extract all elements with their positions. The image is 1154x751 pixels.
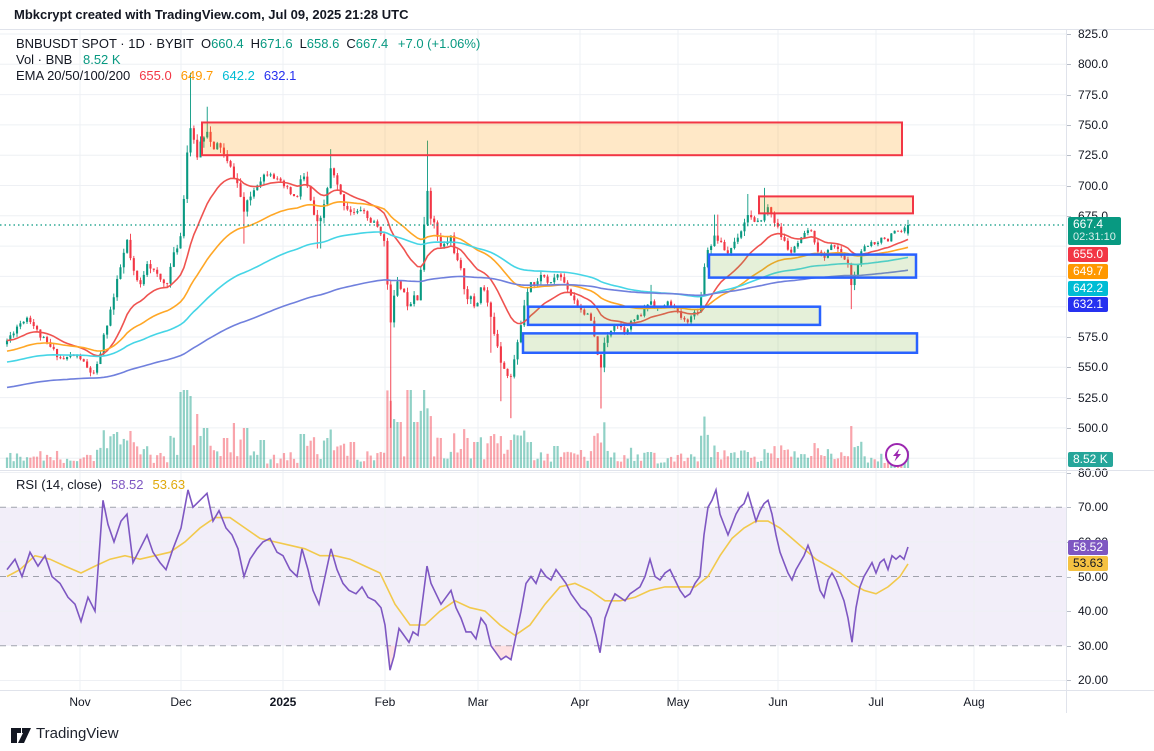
axis-tick-label: 40.00 [1078,604,1109,619]
symbol-title: BNBUSDT SPOT · 1D · BYBIT [16,36,194,51]
axis-vline [1066,30,1067,713]
demand-zone-585-600 [526,305,822,327]
time-axis-label-apr: Apr [570,695,590,709]
price-axis[interactable]: 825.0 800.0 775.0 750.0 725.0 700.0 675.0 575.0… [1066,27,1154,713]
ema-200-line [6,269,909,389]
axis-tick-label: 500.0 [1078,420,1109,435]
rsi-line [6,486,909,671]
axis-price-badge: 649.7 [1068,264,1109,279]
axis-price-badge: 8.52 K [1068,452,1113,467]
volume-label: Vol · BNB [16,52,73,67]
axis-tick-label: 750.0 [1078,117,1109,132]
axis-tick-label: 775.0 [1078,87,1109,102]
time-axis-label-may: May [666,695,690,709]
axis-tick-label: 30.00 [1078,638,1109,653]
ema-20-line [6,177,909,357]
time-axis-label-2025: 2025 [269,695,297,709]
axis-tick-label: 550.0 [1078,360,1109,375]
ohlc-values: O660.4 H671.6 L658.6 C667.4 [200,36,389,51]
axis-price-badge: 667.4 02:31:10 [1068,217,1121,245]
demand-zone-624-643 [707,253,918,279]
quick-trade-button[interactable] [885,443,909,467]
axis-tick-label: 80.00 [1078,465,1109,480]
axis-price-badge: 655.0 [1068,247,1109,262]
rsi-label: RSI (14, close) [16,477,102,492]
time-axis-label-mar: Mar [467,695,489,709]
axis-tick-label: 700.0 [1078,178,1109,193]
axis-price-badge: 642.2 [1068,281,1109,296]
time-axis-label-feb: Feb [374,695,396,709]
axis-tick-label: 800.0 [1078,57,1109,72]
rsi-legend[interactable]: RSI (14, close) 58.52 53.63 [16,477,185,493]
axis-separator [0,690,1154,691]
axis-tick-label: 50.00 [1078,569,1109,584]
candle-countdown: 02:31:10 [1073,231,1116,243]
axis-price-badge: 53.63 [1068,556,1109,571]
time-axis-label-jun: Jun [768,695,788,709]
axis-tick-label: 70.00 [1078,500,1109,515]
price-chart-canvas[interactable] [0,30,1066,470]
time-axis-label-aug: Aug [963,695,985,709]
volume-value: 8.52 K [82,52,121,67]
symbol-legend-row[interactable]: BNBUSDT SPOT · 1D · BYBIT O660.4 H671.6 L65… [16,36,480,52]
supply-zone-677-691 [758,195,914,215]
tradingview-logo-icon[interactable] [10,726,32,746]
time-axis-label-dec: Dec [170,695,192,709]
attribution-text: Mbkcrypt created with TradingView.com, J… [14,7,409,22]
demand-zone-562-578 [521,332,919,355]
supply-zone-725-752 [201,121,903,157]
header-bar: Mbkcrypt created with TradingView.com, J… [0,0,1154,30]
rsi-chart-canvas[interactable] [0,470,1066,690]
axis-tick-label: 525.0 [1078,390,1109,405]
axis-price-badge: 632.1 [1068,297,1109,312]
time-axis-label-nov: Nov [69,695,91,709]
rsi-ma-line [6,516,909,637]
time-axis-label-jul: Jul [868,695,884,709]
ema-label: EMA 20/50/100/200 [16,68,131,83]
ema-50-line [6,200,909,352]
axis-tick-label: 20.00 [1078,673,1109,688]
pane-separator[interactable] [0,470,1154,471]
ema-values: 655.0 649.7 642.2 632.1 [139,68,297,83]
time-axis[interactable] [0,690,1066,713]
change-value: +7.0 (+1.06%) [397,36,481,51]
main-legend: BNBUSDT SPOT · 1D · BYBIT O660.4 H671.6 L65… [16,36,480,84]
footer: TradingView [0,713,1154,751]
axis-tick-label: 575.0 [1078,330,1109,344]
volume-legend-row[interactable]: Vol · BNB 8.52 K [16,52,480,68]
axis-tick-label: 725.0 [1078,148,1109,163]
axis-tick-label: 825.0 [1078,27,1109,41]
tradingview-brand-text[interactable]: TradingView [36,725,119,742]
ema-100-line [6,231,909,363]
rsi-values: 58.52 53.63 [110,477,186,492]
axis-price-badge: 58.52 [1068,540,1109,555]
ema-legend-row[interactable]: EMA 20/50/100/200 655.0 649.7 642.2 632.1 [16,68,480,84]
